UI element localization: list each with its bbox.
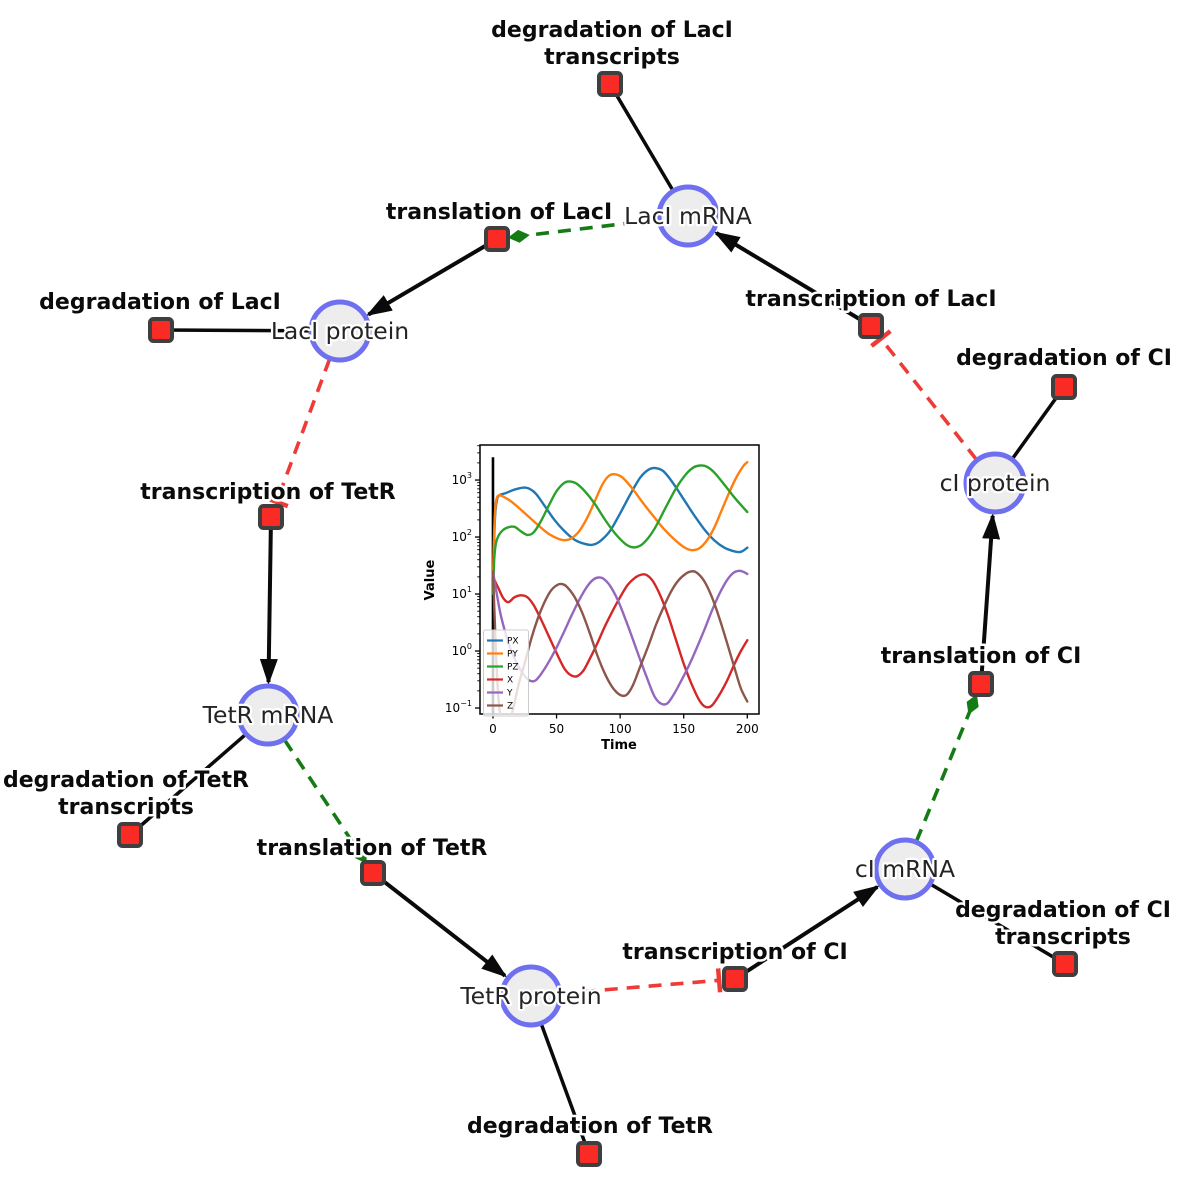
reaction-node-degradation-tetr-transcripts[interactable] [117, 822, 143, 848]
x-tick-label: 200 [736, 722, 759, 736]
series-PZ [491, 464, 749, 596]
edge-translation-tetr--tetr-protein [371, 871, 508, 978]
y-tick-label: 103 [452, 471, 472, 487]
edge-laci-protein--transcription-tetr [264, 358, 332, 509]
legend-box [483, 629, 529, 717]
species-node-laci-protein[interactable] [308, 299, 372, 363]
reaction-node-degradation-laci[interactable] [148, 317, 174, 343]
series-PY [491, 461, 749, 579]
edge-ci-mrna--translation-ci [914, 694, 979, 842]
chart-curves [491, 461, 749, 714]
edge-ci-protein--transcription-laci [870, 329, 978, 461]
y-tick-label: 100 [452, 642, 472, 658]
reaction-node-transcription-ci[interactable] [722, 966, 748, 992]
species-node-tetr-protein[interactable] [499, 964, 563, 1028]
reaction-node-translation-ci[interactable] [968, 671, 994, 697]
reaction-node-degradation-laci-transcripts[interactable] [597, 71, 623, 97]
reaction-node-degradation-ci[interactable] [1051, 374, 1077, 400]
reaction-label-degradation-laci-transcripts: degradation of LacI transcripts [491, 18, 733, 70]
reaction-label-degradation-ci: degradation of CI [956, 346, 1172, 371]
legend-label-X: X [507, 676, 513, 686]
species-node-tetr-mrna[interactable] [236, 683, 300, 747]
reaction-label-translation-laci: translation of LacI [386, 200, 612, 225]
reaction-node-translation-tetr[interactable] [360, 860, 386, 886]
reaction-label-transcription-tetr: transcription of TetR [140, 480, 396, 505]
y-tick-label: 102 [452, 528, 472, 544]
edge-tetr-protein--transcription-ci [560, 968, 723, 996]
edge-translation-laci--laci-protein [365, 237, 499, 317]
reaction-label-transcription-ci: transcription of CI [622, 940, 847, 965]
edge-transcription-ci--ci-mrna [733, 885, 880, 981]
reaction-label-translation-ci: translation of CI [881, 644, 1082, 669]
reaction-label-degradation-ci-transcripts: degradation of CI transcripts [955, 898, 1171, 950]
reaction-label-degradation-tetr-transcripts: degradation of TetR transcripts [3, 768, 249, 820]
reaction-node-degradation-tetr[interactable] [576, 1141, 602, 1167]
x-tick-label: 50 [549, 722, 564, 736]
species-label-ci-protein: cI protein [940, 469, 1051, 497]
chart-legend: PX PY PZ XYZ [483, 629, 529, 717]
legend-label-PZ: PZ [507, 663, 519, 673]
reaction-node-transcription-laci[interactable] [858, 313, 884, 339]
series-PX [491, 466, 749, 586]
y-tick-label: 10−1 [445, 699, 472, 715]
species-label-laci-mrna: LacI mRNA [624, 202, 752, 230]
reaction-label-degradation-laci: degradation of LacI [39, 290, 281, 315]
x-tick-label: 0 [489, 722, 497, 736]
legend-label-Y: Y [506, 689, 513, 699]
edges-layer [128, 83, 1066, 1155]
species-label-ci-mrna: cI mRNA [855, 855, 955, 883]
species-label-laci-protein: LacI protein [271, 317, 409, 345]
legend-label-Z: Z [507, 702, 513, 712]
species-label-tetr-mrna: TetR mRNA [202, 701, 334, 729]
series-X [491, 572, 749, 709]
reaction-label-degradation-tetr: degradation of TetR [467, 1114, 713, 1139]
reaction-label-translation-tetr: translation of TetR [257, 836, 488, 861]
edge-transcription-laci--laci-mrna [713, 231, 873, 328]
legend-label-PX: PX [507, 637, 519, 647]
x-tick-label: 100 [609, 722, 632, 736]
edge-tetr-mrna--translation-tetr [283, 739, 367, 864]
edge-laci-mrna--translation-laci [507, 217, 659, 243]
edge-transcription-tetr--tetr-mrna [259, 516, 278, 685]
species-node-ci-protein[interactable] [963, 451, 1027, 515]
embedded-timeseries-chart: Time Value 0 50 100 150 200 10−1 100 101 102 103 P… [423, 444, 760, 753]
reaction-node-translation-laci[interactable] [484, 226, 510, 252]
reaction-node-transcription-tetr[interactable] [258, 504, 284, 530]
species-node-laci-mrna[interactable] [656, 184, 720, 248]
x-tick-label: 150 [672, 722, 695, 736]
species-label-tetr-protein: TetR protein [459, 982, 601, 1010]
species-node-ci-mrna[interactable] [873, 837, 937, 901]
legend-label-PY: PY [507, 650, 518, 660]
reaction-node-degradation-ci-transcripts[interactable] [1052, 951, 1078, 977]
reaction-label-transcription-laci: transcription of LacI [745, 287, 996, 312]
nodes-layer [117, 71, 1078, 1167]
chart-x-axis-label: Time [601, 738, 637, 753]
edge-translation-ci--ci-protein [979, 512, 1001, 685]
y-tick-label: 101 [452, 585, 472, 601]
chart-y-axis-label: Value [423, 559, 438, 600]
labels-layer: degradation of LacI transcripts translatio… [0, 16, 1174, 1142]
